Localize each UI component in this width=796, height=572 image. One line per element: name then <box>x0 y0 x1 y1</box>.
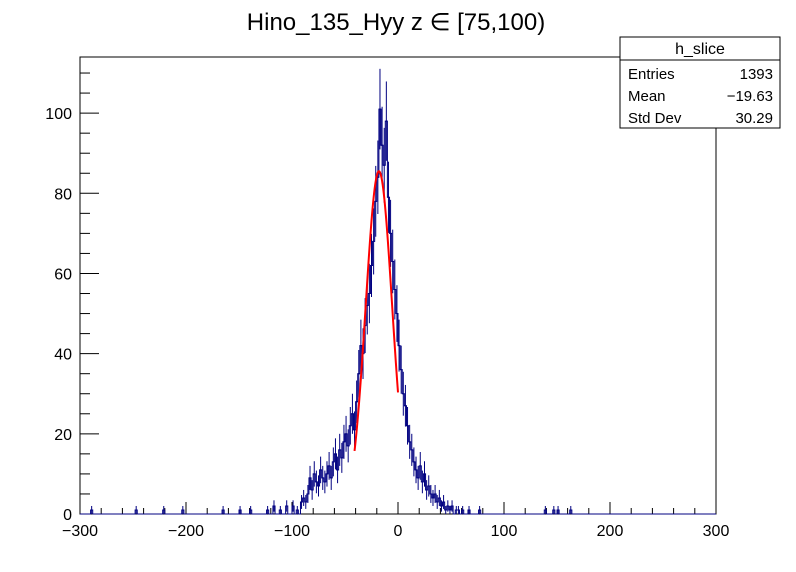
stats-entries-label: Entries <box>628 66 675 83</box>
x-tick-label: −200 <box>168 523 204 540</box>
x-tick-label: 200 <box>597 523 624 540</box>
x-tick-label: −300 <box>62 523 98 540</box>
y-tick-label: 80 <box>54 186 72 203</box>
gaussian-fit-curve <box>353 170 399 452</box>
stats-stddev-label: Std Dev <box>628 110 682 127</box>
x-tick-label: 0 <box>394 523 403 540</box>
y-tick-label: 0 <box>63 507 72 524</box>
x-tick-label: 100 <box>491 523 518 540</box>
y-tick-label: 100 <box>45 106 72 123</box>
y-tick-label: 40 <box>54 347 72 364</box>
stats-box-frame <box>619 36 781 129</box>
y-tick-label: 60 <box>54 266 72 283</box>
stats-box-title: h_slice <box>675 41 725 58</box>
plot-area: −300 −200 −100 0 100 200 300 0 20 40 60 80 100 <box>45 56 729 540</box>
stats-box: h_slice Entries 1393 Mean −19.63 Std Dev… <box>619 36 781 129</box>
histogram-bins <box>90 68 572 514</box>
chart-title: Hino_135_Hyy z ∈ [75,100) <box>247 9 545 36</box>
histogram-series <box>80 108 716 515</box>
y-axis: 0 20 40 60 80 100 <box>45 72 99 524</box>
x-axis: −300 −200 −100 0 100 200 300 <box>62 502 729 540</box>
stats-stddev-value: 30.29 <box>735 110 773 127</box>
y-tick-label: 20 <box>54 427 72 444</box>
stats-entries-value: 1393 <box>740 66 773 83</box>
stats-mean-value: −19.63 <box>727 88 773 105</box>
x-tick-label: 300 <box>703 523 730 540</box>
x-tick-label: −100 <box>274 523 310 540</box>
stats-mean-label: Mean <box>628 88 666 105</box>
